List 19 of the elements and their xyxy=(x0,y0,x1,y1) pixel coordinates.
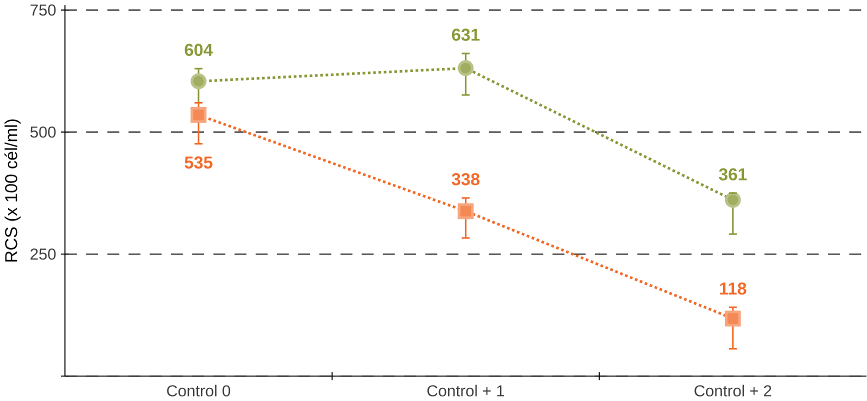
data-label: 535 xyxy=(184,156,212,169)
data-label: 361 xyxy=(718,168,747,181)
point xyxy=(724,192,741,208)
y-tick-label: 250 xyxy=(30,248,56,260)
data-label: 604 xyxy=(184,44,213,56)
y-tick-label: 500 xyxy=(30,126,56,138)
x-tick-label: Control + 2 xyxy=(694,384,772,396)
point xyxy=(458,203,474,220)
point xyxy=(458,60,474,76)
y-axis-title: RCS (x 100 cél/ml) xyxy=(4,120,21,262)
point xyxy=(190,73,206,90)
x-tick-label: Control 0 xyxy=(167,384,230,396)
point xyxy=(724,310,741,327)
data-label: 118 xyxy=(720,282,746,295)
x-tick-label: Control + 1 xyxy=(427,384,504,396)
data-label: 631 xyxy=(452,28,480,41)
y-tick-label: 750 xyxy=(30,4,56,16)
point xyxy=(190,107,206,123)
data-label: 338 xyxy=(452,173,480,186)
